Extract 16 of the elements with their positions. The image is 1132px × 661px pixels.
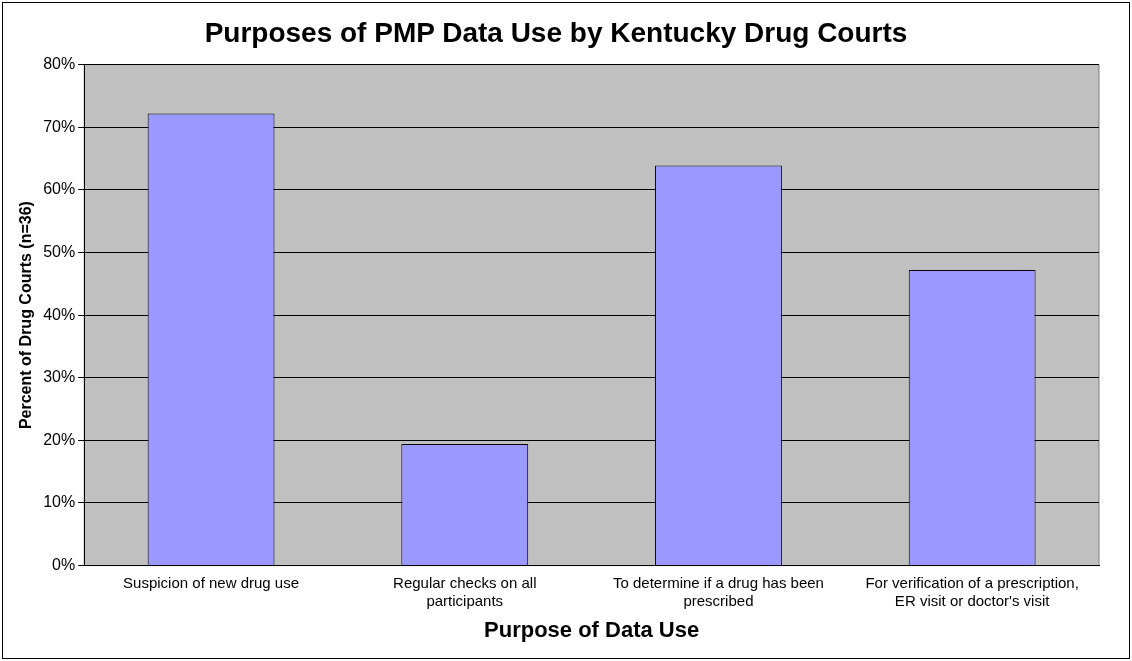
chart-title: Purposes of PMP Data Use by Kentucky Drug Courts bbox=[204, 16, 908, 48]
y-tick-label: 70% bbox=[43, 117, 76, 135]
y-tick-label: 30% bbox=[43, 368, 76, 386]
y-tick-label: 60% bbox=[43, 180, 76, 198]
y-tick-label: 0% bbox=[52, 556, 76, 574]
x-axis-title: Purpose of Data Use bbox=[484, 616, 700, 642]
y-tick-label: 40% bbox=[43, 305, 76, 323]
x-tick-label: Suspicion of new drug use bbox=[123, 573, 300, 591]
y-tick-label: 20% bbox=[43, 430, 76, 448]
x-tick-label: To determine if a drug has been prescribed bbox=[612, 573, 824, 609]
y-axis-title: Percent of Drug Courts (n=36) bbox=[17, 201, 35, 430]
y-tick-label: 50% bbox=[43, 242, 76, 260]
y-tick-label: 10% bbox=[43, 493, 76, 511]
x-tick-label: For verification of a prescription, ER visit or doctor's visit bbox=[865, 573, 1079, 609]
x-tick-label: Regular checks on all participants bbox=[393, 573, 537, 609]
y-tick-label: 80% bbox=[43, 55, 76, 73]
